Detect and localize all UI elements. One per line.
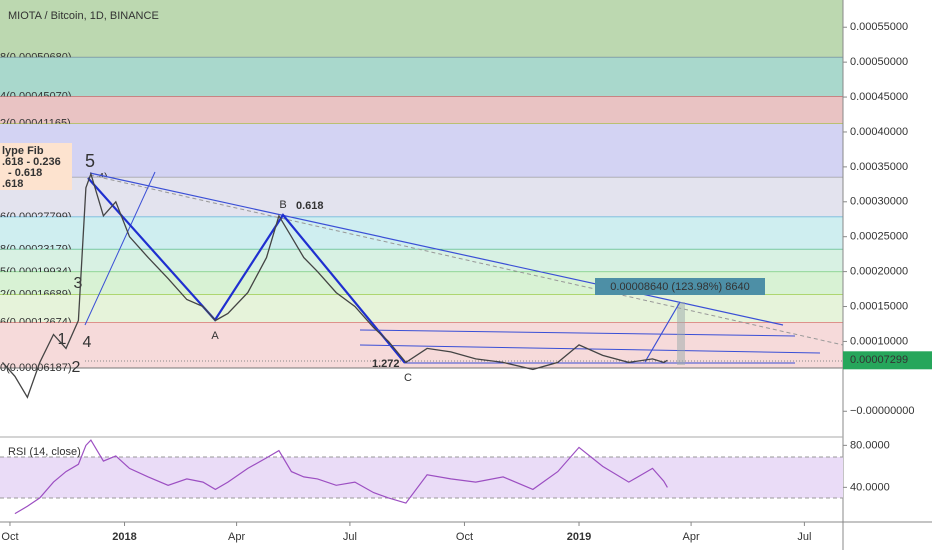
annotation: 3 (74, 275, 83, 292)
annotation: 0.618 (296, 200, 324, 212)
annotation: .618 (2, 178, 23, 190)
annotation: lype Fib (2, 145, 44, 157)
series-line (14, 439, 668, 515)
y-tick-label: 80.0000 (850, 439, 890, 451)
last-price-label: 0.00007299 (850, 354, 908, 366)
price-pane (2, 171, 668, 399)
x-tick-label: Jul (343, 531, 357, 543)
channel-line (359, 329, 796, 337)
y-tick-label: 0.00015000 (850, 300, 908, 312)
y-tick-label: 0.00040000 (850, 126, 908, 138)
y-tick-label: 0.00055000 (850, 21, 908, 33)
projection-box (677, 302, 685, 365)
annotation: 4 (83, 334, 92, 351)
annotation: - 0.618 (8, 167, 42, 179)
annotation: 1 (58, 331, 67, 348)
projection-line (644, 301, 681, 363)
measure-box (595, 278, 765, 295)
y-tick-label: 0.00010000 (850, 335, 908, 347)
rsi-pane (14, 439, 668, 515)
x-tick-label: Apr (228, 531, 245, 543)
fib-band (0, 217, 843, 250)
fib-band (0, 0, 843, 58)
y-tick-label: −0.00000000 (850, 405, 915, 417)
fib-band (0, 57, 843, 97)
annotation: 1.272 (372, 358, 400, 370)
annotation: 2 (72, 359, 81, 376)
rsi-title: RSI (14, close) (8, 446, 81, 458)
fib-band (0, 123, 843, 178)
trend-line (89, 172, 784, 326)
last-price-box (843, 351, 932, 370)
wave-line (87, 177, 406, 364)
x-tick-label: 2019 (567, 531, 591, 543)
series-line (2, 171, 668, 399)
trend-line (84, 171, 156, 326)
fib-bands: 8(0.00050680)4(0.00045070)2(0.00041165)4… (0, 0, 843, 374)
x-tick-label: Jul (797, 531, 811, 543)
drawings: 5 3 124 A B 0.618 C 1.272 0.00008640 (123.98%) 8… (0, 143, 844, 384)
x-tick-label: Apr (683, 531, 700, 543)
channel-line (359, 344, 821, 354)
x-tick-label: Oct (1, 531, 18, 543)
fib-label: 4) (98, 171, 108, 183)
x-tick-label: 2018 (112, 531, 136, 543)
annotation: B (279, 199, 286, 211)
hype-box (0, 143, 72, 190)
y-tick-label: 0.00045000 (850, 91, 908, 103)
annotation: 0.00008640 (123.98%) 8640 (610, 281, 749, 293)
y-tick-label: 0.00035000 (850, 161, 908, 173)
annotation: A (211, 330, 219, 342)
fib-band (0, 96, 843, 124)
annotation: .618 - 0.236 (2, 156, 61, 168)
y-tick-label: 40.0000 (850, 481, 890, 493)
y-tick-label: 0.00025000 (850, 231, 908, 243)
rsi-band (0, 457, 843, 498)
y-tick-label: 0.00030000 (850, 196, 908, 208)
fib-band (0, 249, 843, 273)
fib-label: 0(0.00006187) (0, 362, 72, 374)
fib-band (0, 294, 843, 323)
y-tick-label: 0.00050000 (850, 56, 908, 68)
chart-title: MIOTA / Bitcoin, 1D, BINANCE (8, 10, 159, 22)
x-tick-label: Oct (456, 531, 473, 543)
annotation: 5 (85, 151, 95, 171)
dashed-trend (89, 174, 844, 346)
y-tick-label: 0.00020000 (850, 266, 908, 278)
annotation: C (404, 372, 412, 384)
